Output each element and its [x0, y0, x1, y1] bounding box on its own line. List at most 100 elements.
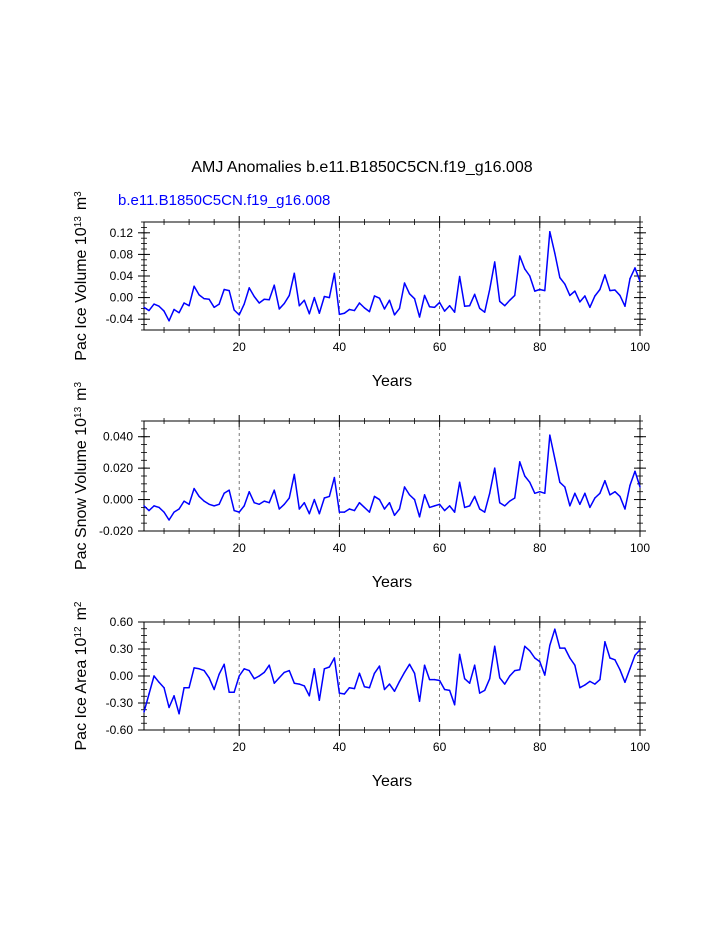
data-point — [443, 509, 446, 512]
x-tick-label-20: 20 — [233, 740, 247, 754]
data-point — [308, 313, 311, 315]
y-axis-title-ylabel-unit: m — [73, 607, 90, 620]
data-point — [268, 502, 270, 504]
data-point — [393, 314, 396, 316]
data-point — [363, 506, 366, 509]
data-point — [458, 481, 461, 483]
x-tick-label-40: 40 — [333, 541, 347, 555]
data-point — [463, 678, 466, 680]
x-tick-label-100: 100 — [630, 541, 650, 555]
data-point — [584, 684, 586, 686]
data-point — [218, 503, 220, 505]
data-point — [403, 282, 406, 284]
data-point — [393, 514, 396, 516]
x-axis-title: Years — [372, 773, 412, 790]
data-point — [333, 657, 336, 659]
data-point — [599, 678, 601, 681]
data-point — [443, 310, 446, 312]
data-point — [158, 506, 160, 509]
data-point — [178, 713, 180, 715]
data-point — [589, 306, 591, 309]
data-point — [514, 294, 516, 297]
y-tick-label: 0.12 — [110, 226, 134, 240]
data-point — [153, 303, 155, 305]
data-point — [318, 312, 321, 314]
x-tick-label-80: 80 — [533, 340, 547, 354]
data-point — [228, 691, 230, 693]
data-point — [183, 302, 185, 304]
x-axis-title: Years — [372, 574, 412, 591]
data-point — [148, 309, 150, 312]
data-point — [323, 497, 326, 499]
data-point — [353, 309, 356, 312]
data-point — [203, 500, 205, 502]
x-tick-label-100: 100 — [630, 740, 650, 754]
data-point — [273, 489, 275, 491]
data-point — [468, 682, 471, 684]
data-point — [584, 492, 586, 494]
data-point — [473, 293, 476, 296]
data-point — [639, 486, 641, 488]
data-point — [308, 513, 311, 515]
data-point — [524, 645, 526, 647]
data-point — [373, 495, 376, 498]
y-tick-label: -0.60 — [106, 723, 134, 737]
data-point — [243, 303, 245, 305]
data-point — [564, 486, 566, 488]
data-point — [188, 305, 190, 307]
data-point — [203, 669, 205, 672]
data-point — [639, 280, 641, 283]
data-point — [308, 695, 311, 697]
y-tick-label: -0.020 — [99, 524, 133, 538]
data-point — [288, 669, 290, 672]
data-point — [223, 492, 225, 494]
x-tick-label-100: 100 — [630, 340, 650, 354]
data-point — [463, 506, 466, 509]
data-point — [488, 492, 491, 494]
data-point — [403, 671, 406, 674]
data-point — [383, 308, 386, 310]
y-axis-title-ylabel-unit: m — [73, 197, 90, 210]
y-axis-title-ylabel: Pac Ice Area 10 — [73, 637, 90, 750]
data-point — [604, 641, 606, 643]
data-point — [509, 675, 511, 677]
data-point — [223, 288, 225, 291]
data-point — [468, 305, 471, 307]
data-point — [423, 494, 426, 496]
data-point — [413, 297, 416, 300]
main-title: AMJ Anomalies b.e11.B1850C5CN.f19_g16.00… — [191, 159, 532, 176]
data-point — [198, 294, 200, 296]
data-point — [253, 678, 255, 680]
plot-frame — [143, 221, 641, 331]
data-point — [288, 294, 290, 297]
data-point — [589, 506, 591, 509]
data-point — [634, 470, 636, 472]
data-point — [263, 298, 265, 300]
data-point — [629, 668, 631, 670]
data-point — [438, 679, 441, 682]
data-point — [619, 669, 621, 671]
data-point — [338, 313, 341, 316]
y-tick-label: 0.020 — [103, 461, 133, 475]
data-point — [168, 706, 170, 709]
data-point — [539, 288, 541, 291]
plot-frame — [143, 420, 641, 532]
data-point — [143, 306, 145, 309]
data-point — [398, 680, 401, 683]
data-point — [188, 503, 190, 505]
data-point — [338, 692, 341, 694]
data-point — [549, 644, 551, 647]
data-point — [173, 695, 175, 697]
data-point — [544, 289, 546, 292]
data-point — [388, 683, 391, 685]
y-tick-label: -0.04 — [106, 312, 134, 326]
data-point — [188, 687, 190, 689]
data-point — [243, 668, 245, 670]
data-point — [218, 673, 220, 675]
data-point — [614, 659, 616, 661]
x-tick-label-20: 20 — [233, 541, 247, 555]
data-point — [323, 295, 326, 298]
data-point — [353, 509, 356, 512]
y-axis-title-ylabel-unit-exp: 2 — [73, 601, 84, 607]
